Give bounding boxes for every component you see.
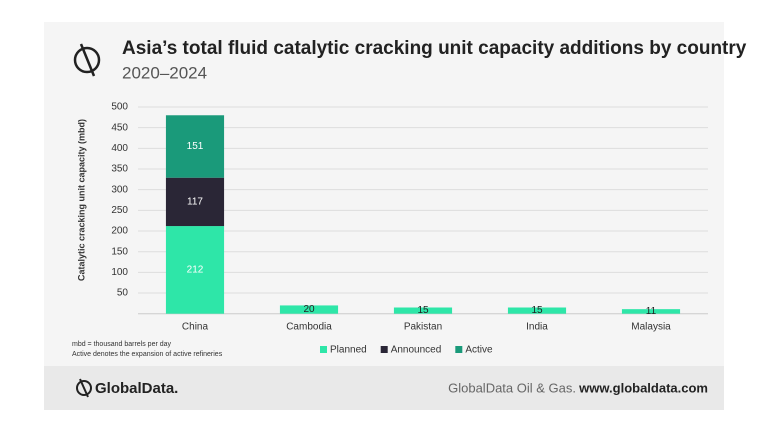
y-tick-label: 150 [111,246,128,257]
y-tick-label: 500 [111,102,128,113]
y-tick-label: 250 [111,205,128,216]
panel [44,22,724,410]
legend-swatch [320,346,327,353]
y-tick-label: 300 [111,184,128,195]
bar-segment [621,309,681,314]
y-tick-label: 200 [111,226,128,237]
bar-segment [507,307,567,314]
bar-segment [165,177,225,227]
legend-label: Announced [391,345,442,356]
footer-url: www.globaldata.com [578,380,708,395]
bar-segment [165,226,225,314]
bar-segment [393,307,453,314]
bar-segment [165,115,225,178]
note: Active denotes the expansion of active r… [72,351,223,358]
y-tick-label: 50 [117,288,129,299]
footer-brand: GlobalData. [95,380,178,397]
value-label: 15 [417,305,429,316]
legend-swatch [455,346,463,353]
y-tick-label: 350 [111,164,128,175]
legend-label: Active [465,345,493,356]
footer-source: GlobalData Oil & Gas. [448,380,576,395]
y-axis-label: Catalytic cracking unit capacity (mbd) [76,119,86,281]
legend-label: Planned [330,345,367,356]
footer-logo [76,378,92,398]
y-tick-label: 400 [111,143,128,154]
legend-swatch [380,346,388,353]
x-tick-label: Pakistan [404,322,442,333]
value-label: 15 [531,305,543,316]
value-label: 151 [187,141,204,152]
value-label: 11 [646,306,657,317]
value-label: 117 [187,197,203,208]
footer-band [44,366,724,410]
y-tick-label: 100 [111,267,128,278]
x-tick-label: India [526,322,548,333]
value-label: 20 [303,304,315,315]
logo-icon [73,43,101,77]
value-label: 212 [187,265,204,276]
chart-subtitle: 2020–2024 [122,63,207,82]
chart-title: Asia’s total fluid catalytic cracking un… [122,38,747,59]
y-tick-label: 450 [111,122,128,133]
note: mbd = thousand barrels per day [72,341,172,348]
x-tick-label: Cambodia [286,322,332,333]
x-tick-label: Malaysia [631,322,671,333]
bar-segment [279,305,339,314]
x-tick-label: China [182,322,209,333]
